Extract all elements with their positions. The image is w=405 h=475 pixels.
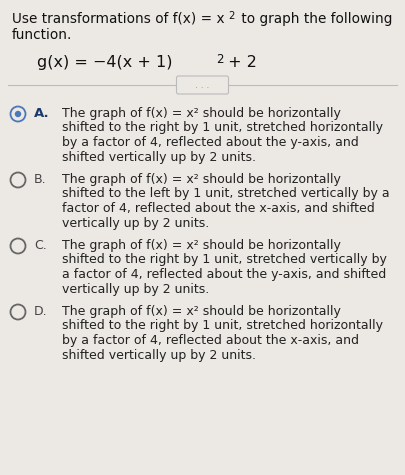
Text: shifted to the right by 1 unit, stretched horizontally: shifted to the right by 1 unit, stretche… — [62, 320, 383, 332]
Text: The graph of f(x) = x² should be horizontally: The graph of f(x) = x² should be horizon… — [62, 305, 341, 318]
Text: factor of 4, reflected about the x-axis, and shifted: factor of 4, reflected about the x-axis,… — [62, 202, 375, 215]
Text: shifted vertically up by 2 units.: shifted vertically up by 2 units. — [62, 151, 256, 163]
Text: The graph of f(x) = x² should be horizontally: The graph of f(x) = x² should be horizon… — [62, 173, 341, 186]
Text: vertically up by 2 units.: vertically up by 2 units. — [62, 217, 209, 229]
Text: The graph of f(x) = x² should be horizontally: The graph of f(x) = x² should be horizon… — [62, 239, 341, 252]
Text: by a factor of 4, reflected about the y-axis, and: by a factor of 4, reflected about the y-… — [62, 136, 359, 149]
Text: 2: 2 — [228, 11, 234, 21]
Text: shifted to the right by 1 unit, stretched vertically by: shifted to the right by 1 unit, stretche… — [62, 254, 387, 266]
Text: Use transformations of f(x) = x: Use transformations of f(x) = x — [12, 12, 225, 26]
Text: + 2: + 2 — [223, 55, 257, 70]
Text: shifted vertically up by 2 units.: shifted vertically up by 2 units. — [62, 349, 256, 361]
Text: B.: B. — [34, 173, 47, 186]
Text: shifted to the left by 1 unit, stretched vertically by a: shifted to the left by 1 unit, stretched… — [62, 188, 390, 200]
Text: shifted to the right by 1 unit, stretched horizontally: shifted to the right by 1 unit, stretche… — [62, 122, 383, 134]
FancyBboxPatch shape — [177, 76, 228, 94]
Text: . . .: . . . — [195, 80, 210, 89]
Text: A.: A. — [34, 107, 50, 120]
Text: D.: D. — [34, 305, 48, 318]
Circle shape — [15, 111, 21, 117]
Text: g(x) = −4(x + 1): g(x) = −4(x + 1) — [37, 55, 173, 70]
Text: 2: 2 — [216, 53, 224, 66]
Text: The graph of f(x) = x² should be horizontally: The graph of f(x) = x² should be horizon… — [62, 107, 341, 120]
Text: by a factor of 4, reflected about the x-axis, and: by a factor of 4, reflected about the x-… — [62, 334, 359, 347]
Text: C.: C. — [34, 239, 47, 252]
Text: a factor of 4, reflected about the y-axis, and shifted: a factor of 4, reflected about the y-axi… — [62, 268, 386, 281]
Text: function.: function. — [12, 28, 72, 42]
Text: vertically up by 2 units.: vertically up by 2 units. — [62, 283, 209, 295]
Text: to graph the following: to graph the following — [237, 12, 392, 26]
